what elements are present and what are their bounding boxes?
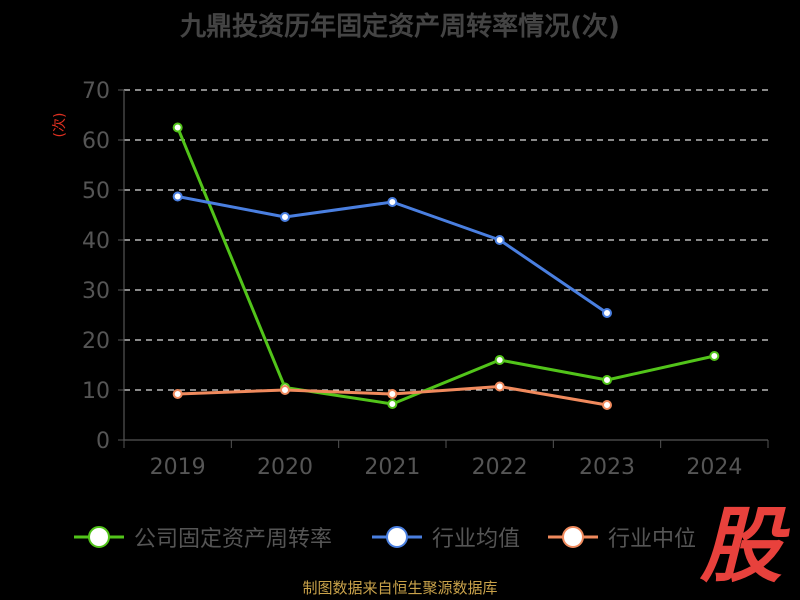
- x-tick-label: 2019: [150, 455, 206, 480]
- x-tick-label: 2022: [472, 455, 528, 480]
- legend-label: 行业均值: [432, 527, 520, 552]
- legend-marker: [88, 526, 110, 548]
- axes: 0 10 20 30 40 50 60 70 (次) 2019 2020 2021 2022 2023 20…: [52, 79, 769, 480]
- data-point: [387, 389, 398, 399]
- x-tick-label: 2023: [579, 455, 635, 480]
- y-tick-label: 70: [82, 79, 110, 104]
- legend-marker: [386, 526, 408, 548]
- data-point: [280, 385, 290, 395]
- y-tick-label: 60: [82, 129, 110, 154]
- data-point: [172, 191, 183, 202]
- y-tick-label: 40: [82, 229, 110, 254]
- y-tick-label: 50: [82, 179, 110, 204]
- data-point: [387, 399, 398, 409]
- legend-label: 行业中位: [608, 527, 696, 552]
- legend-marker: [562, 526, 584, 548]
- chart-title: 九鼎投资历年固定资产周转率情况(次): [180, 12, 620, 42]
- y-tick-label: 20: [82, 329, 110, 354]
- x-tick-label: 2020: [257, 455, 313, 480]
- data-point: [172, 389, 183, 399]
- y-tick-label: 30: [82, 279, 110, 304]
- x-tick-label: 2024: [686, 455, 742, 480]
- series-lines: [172, 122, 720, 410]
- data-point: [494, 381, 505, 392]
- data-point: [602, 375, 612, 385]
- series-line-1: [176, 126, 715, 406]
- data-point: [602, 400, 612, 410]
- data-point: [172, 122, 183, 133]
- data-point: [494, 355, 505, 365]
- y-axis-label: (次): [52, 113, 68, 138]
- legend: 公司固定资产周转率 行业均值 行业中位: [74, 526, 696, 552]
- series-line-2: [177, 195, 608, 315]
- data-point: [387, 197, 398, 207]
- source-footer: 制图数据来自恒生聚源数据库: [302, 579, 498, 597]
- legend-label: 公司固定资产周转率: [134, 527, 332, 552]
- data-point: [494, 235, 505, 245]
- data-point: [709, 351, 720, 361]
- data-point: [602, 308, 612, 318]
- brand-logo: 股: [700, 499, 782, 594]
- y-tick-label: 0: [96, 429, 110, 454]
- data-point: [280, 212, 290, 222]
- y-tick-label: 10: [82, 379, 110, 404]
- x-tick-label: 2021: [364, 455, 420, 480]
- grid-lines: [124, 89, 768, 391]
